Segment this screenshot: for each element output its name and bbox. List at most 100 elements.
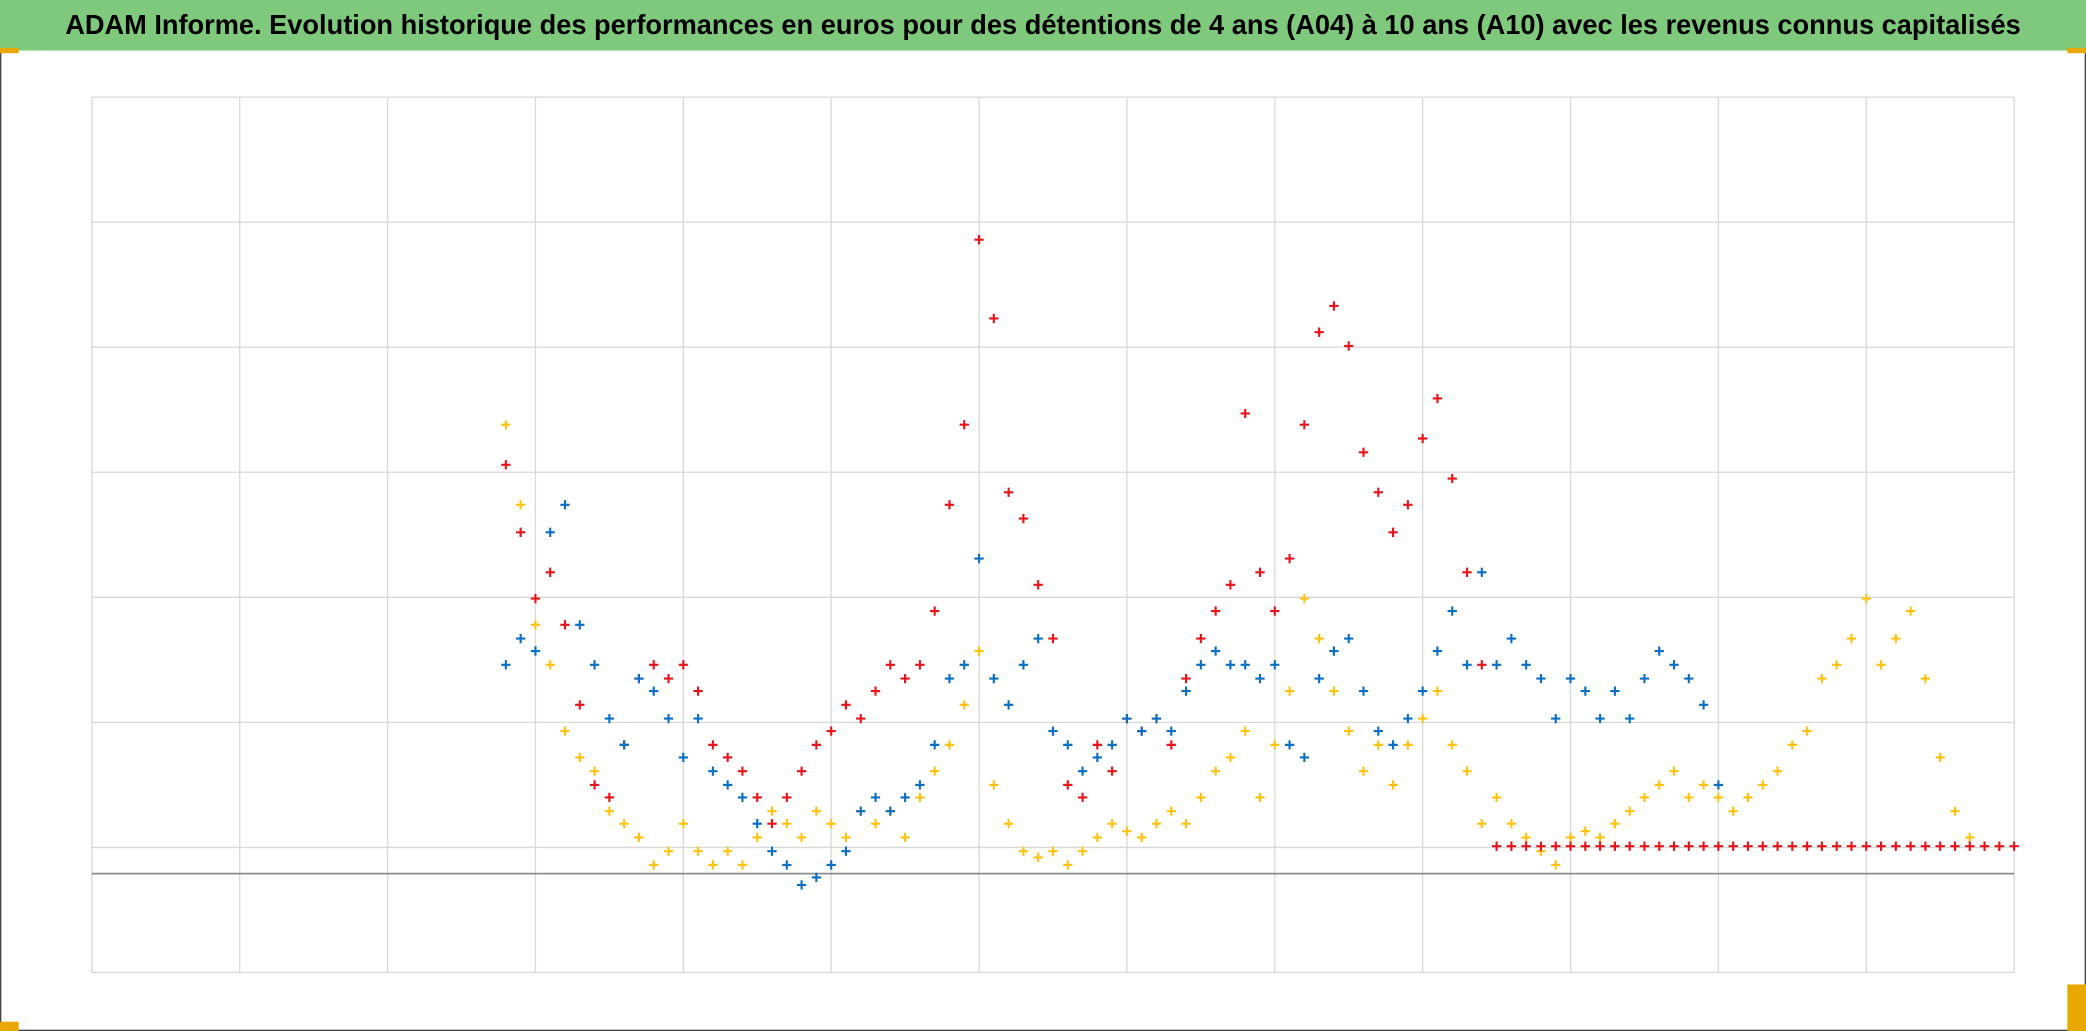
point <box>723 752 733 763</box>
point <box>767 818 777 829</box>
point <box>1181 818 1191 829</box>
point <box>1063 780 1073 790</box>
point <box>959 700 969 710</box>
point <box>1832 660 1842 670</box>
point <box>1580 841 1590 851</box>
point <box>1580 826 1590 836</box>
point <box>1935 841 1945 851</box>
point <box>1048 633 1058 644</box>
point <box>530 620 541 630</box>
point <box>1107 740 1117 750</box>
point <box>737 860 748 870</box>
point <box>663 713 674 724</box>
point <box>1713 792 1724 803</box>
point <box>1935 752 1945 763</box>
point <box>930 606 940 616</box>
point <box>634 673 644 684</box>
point <box>1284 553 1295 564</box>
point <box>841 846 851 856</box>
point <box>1122 826 1132 836</box>
point <box>693 713 703 724</box>
point <box>1832 841 1842 851</box>
point <box>1314 673 1324 684</box>
point <box>767 846 777 856</box>
point <box>1373 487 1383 497</box>
point <box>1521 832 1531 843</box>
point <box>1181 673 1191 684</box>
point <box>826 726 836 736</box>
point <box>1595 832 1605 843</box>
point <box>1639 841 1650 851</box>
point <box>1684 792 1694 803</box>
point <box>1447 473 1457 484</box>
point <box>1373 740 1383 750</box>
point <box>1994 841 2004 851</box>
point <box>1891 841 1901 851</box>
point <box>1210 606 1221 616</box>
point <box>1225 580 1236 590</box>
point <box>1092 752 1102 763</box>
point <box>1417 713 1428 724</box>
point <box>944 500 955 510</box>
point <box>1432 686 1443 696</box>
point <box>1033 580 1043 590</box>
point <box>1477 818 1487 829</box>
point <box>1846 841 1857 851</box>
point <box>1625 806 1635 816</box>
point <box>723 846 733 856</box>
point <box>1033 852 1043 863</box>
point <box>811 872 822 883</box>
point <box>885 806 895 816</box>
point <box>1240 408 1250 419</box>
point <box>1728 841 1738 851</box>
point <box>796 766 807 776</box>
point <box>1521 841 1531 851</box>
point <box>1669 841 1679 851</box>
point <box>1018 513 1029 524</box>
point <box>1107 818 1117 829</box>
point <box>708 766 718 776</box>
point <box>1373 726 1383 736</box>
point <box>1477 567 1487 577</box>
point <box>1920 673 1931 684</box>
point <box>560 500 570 510</box>
point <box>1003 700 1014 710</box>
point <box>1521 660 1531 670</box>
point <box>2009 841 2019 851</box>
corner <box>0 1021 19 1031</box>
point <box>515 633 526 644</box>
point <box>944 673 955 684</box>
point <box>1196 633 1206 644</box>
point <box>649 860 659 870</box>
point <box>1551 841 1561 851</box>
point <box>974 235 984 245</box>
point <box>737 792 748 803</box>
point <box>1536 673 1546 684</box>
point <box>575 752 585 763</box>
point <box>782 818 792 829</box>
point <box>1905 606 1916 616</box>
point <box>1669 766 1679 776</box>
point <box>1447 606 1457 616</box>
point <box>1506 633 1517 644</box>
point <box>1580 686 1590 696</box>
point <box>1491 660 1502 670</box>
point <box>1048 846 1058 856</box>
point <box>1979 841 1990 851</box>
point <box>1551 860 1561 870</box>
point <box>619 740 629 750</box>
point <box>1965 841 1975 851</box>
point <box>1240 660 1250 670</box>
point <box>1625 841 1635 851</box>
point <box>1477 660 1487 670</box>
point <box>944 740 955 750</box>
point <box>1684 673 1694 684</box>
point <box>1151 713 1162 724</box>
point <box>501 460 511 470</box>
point <box>1432 393 1443 404</box>
point <box>1491 792 1502 803</box>
point <box>1329 301 1339 311</box>
point <box>1654 646 1664 656</box>
